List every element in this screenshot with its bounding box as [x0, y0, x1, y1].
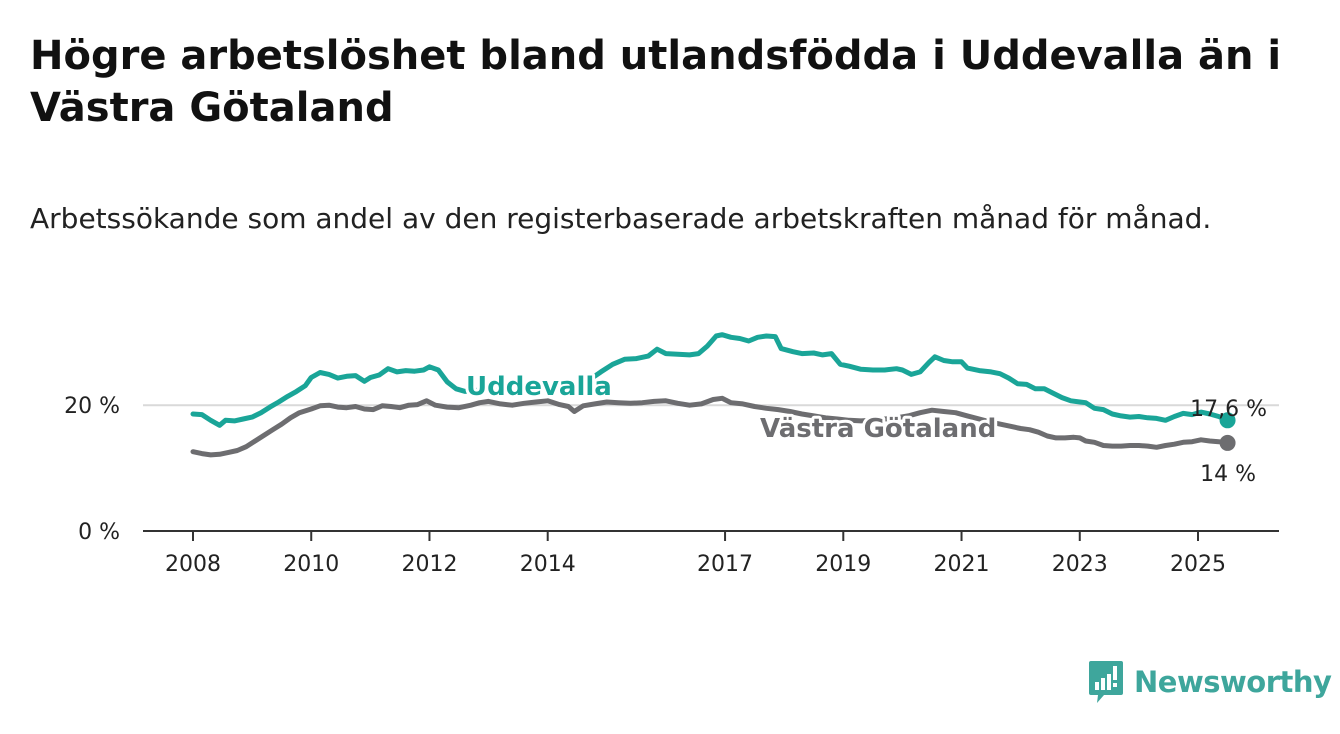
x-tick-label: 2012	[401, 552, 457, 577]
x-tick-label: 2021	[934, 552, 990, 577]
end-value-uddevalla: 17,6 %	[1190, 397, 1267, 422]
chart-subtitle: Arbetssökande som andel av den registerb…	[30, 202, 1212, 235]
y-tick-label: 0 %	[78, 520, 120, 545]
newsworthy-logo-icon	[1089, 661, 1123, 703]
x-tick-label: 2023	[1052, 552, 1108, 577]
y-tick-label: 20 %	[64, 394, 120, 419]
newsworthy-logo: Newsworthy	[1088, 660, 1332, 704]
series-line-uddevalla	[190, 332, 1231, 428]
x-tick-label: 2008	[165, 552, 221, 577]
series-end-point	[1219, 412, 1236, 429]
newsworthy-logo-text: Newsworthy	[1134, 665, 1332, 699]
series-end-point	[1219, 434, 1236, 451]
label-layer: Uddevalla Västra Götaland 17,6 % 14 %	[463, 369, 1267, 487]
x-tick-label: 2014	[520, 552, 576, 577]
x-tick-label: 2025	[1170, 552, 1226, 577]
x-tick-label: 2017	[697, 552, 753, 577]
end-value-vastra-gotaland: 14 %	[1200, 462, 1256, 487]
series-label-vastra-gotaland: Västra Götaland	[760, 414, 996, 444]
series-layer	[190, 332, 1236, 458]
y-axis: 0 % 20 %	[64, 394, 120, 545]
x-tick-label: 2019	[815, 552, 871, 577]
series-line-vastra-gotaland	[190, 395, 1231, 458]
series-label-uddevalla: Uddevalla	[466, 372, 612, 402]
chart-title: Högre arbetslöshet bland utlandsfödda i …	[30, 33, 1282, 131]
x-tick-label: 2010	[283, 552, 339, 577]
x-axis: 2008 2010 2012 2014 2017 2019 2021 2023 2025	[143, 530, 1279, 577]
